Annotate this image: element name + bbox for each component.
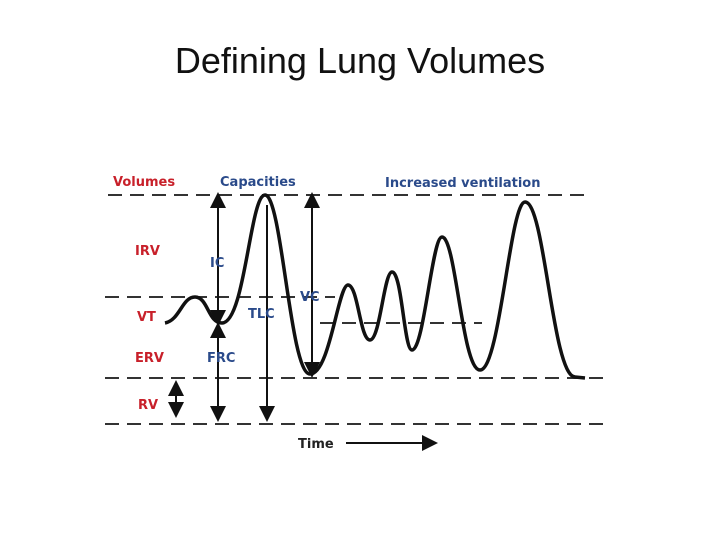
label: Increased ventilation (385, 176, 541, 191)
breathing-curve (164, 193, 586, 380)
label: IRV (135, 244, 160, 259)
label: TLC (248, 307, 275, 322)
slide-title: Defining Lung Volumes (174, 40, 546, 81)
label: Time (298, 437, 334, 452)
label: RV (138, 398, 158, 413)
label: VC (300, 290, 320, 305)
label: VT (137, 310, 156, 325)
label: IC (210, 256, 224, 271)
label: Volumes (113, 175, 175, 190)
label: Capacities (220, 175, 296, 190)
label: FRC (207, 351, 235, 366)
label: ERV (135, 351, 164, 366)
